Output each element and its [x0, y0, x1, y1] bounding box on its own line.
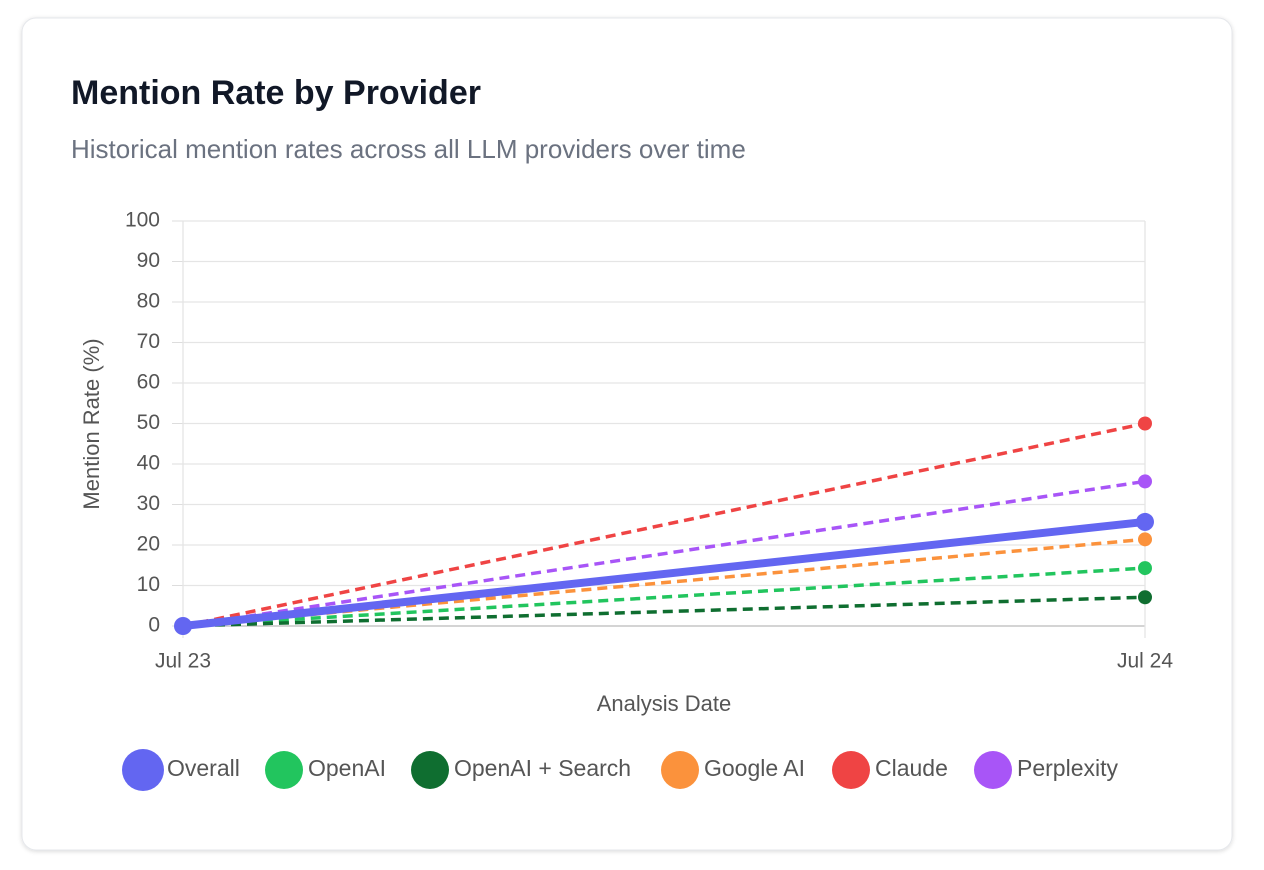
x-tick-label: Jul 24: [1117, 650, 1173, 673]
series-line: [182, 421, 1146, 628]
y-tick-label: 100: [125, 209, 160, 232]
data-point: [1138, 416, 1152, 431]
legend-swatch[interactable]: [411, 751, 449, 789]
data-point: [1136, 512, 1154, 531]
data-point: [174, 617, 192, 635]
legend-label[interactable]: Claude: [875, 755, 948, 781]
legend-label[interactable]: OpenAI: [308, 755, 386, 781]
y-tick-label: 20: [137, 533, 160, 556]
chart-title: Mention Rate by Provider: [71, 74, 481, 112]
series-line: [179, 517, 1149, 630]
y-tick-label: 10: [137, 573, 160, 596]
data-point: [1138, 590, 1152, 605]
legend-label[interactable]: Perplexity: [1017, 755, 1118, 781]
data-point: [1138, 474, 1152, 489]
legend-swatch[interactable]: [122, 749, 164, 791]
chart-subtitle: Historical mention rates across all LLM …: [71, 134, 746, 164]
y-tick-label: 90: [137, 249, 160, 272]
series-line: [182, 566, 1146, 628]
legend-swatch[interactable]: [832, 751, 870, 789]
legend-label[interactable]: Google AI: [704, 755, 805, 781]
y-tick-label: 40: [137, 452, 160, 475]
data-point: [1138, 532, 1152, 547]
y-tick-label: 70: [137, 330, 160, 353]
legend-label[interactable]: OpenAI + Search: [454, 755, 631, 781]
y-tick-label: 50: [137, 411, 160, 434]
legend-label[interactable]: Overall: [167, 755, 240, 781]
y-tick-label: 0: [148, 614, 160, 637]
y-axis-title: Mention Rate (%): [79, 338, 104, 509]
legend-swatch[interactable]: [265, 751, 303, 789]
y-tick-label: 30: [137, 492, 160, 515]
x-axis-title: Analysis Date: [597, 691, 732, 716]
series-line: [182, 595, 1146, 628]
y-tick-label: 60: [137, 371, 160, 394]
y-tick-label: 80: [137, 290, 160, 313]
series-line: [182, 479, 1146, 628]
card: [21, 17, 1233, 851]
legend-swatch[interactable]: [974, 751, 1012, 789]
data-point: [1138, 561, 1152, 576]
x-tick-label: Jul 23: [155, 650, 211, 673]
legend-swatch[interactable]: [661, 751, 699, 789]
